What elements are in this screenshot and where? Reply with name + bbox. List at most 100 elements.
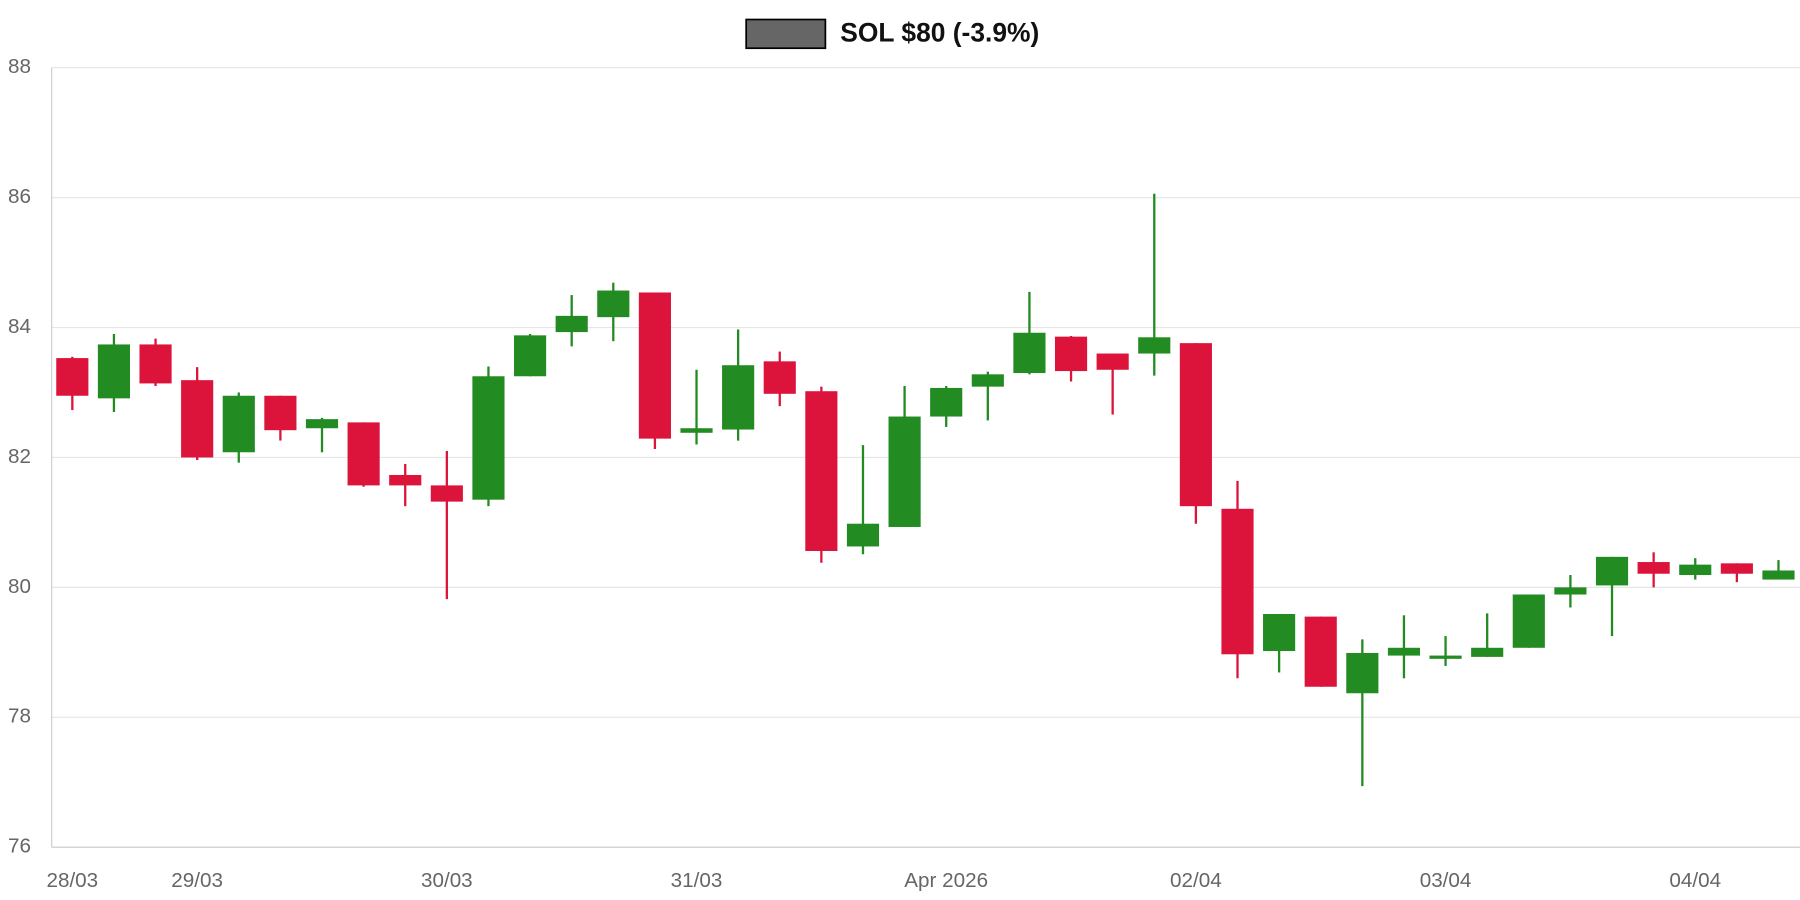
candle: [513, 334, 547, 377]
y-tick-label: 78: [8, 705, 31, 728]
candle-body: [1762, 570, 1795, 580]
candle-body: [846, 523, 880, 547]
candle: [139, 338, 172, 387]
y-tick-label: 80: [8, 575, 31, 598]
candle: [1554, 575, 1587, 608]
candle: [597, 282, 630, 342]
candle: [555, 295, 588, 347]
candle-body: [430, 485, 463, 502]
candle-body: [1512, 594, 1545, 648]
candle: [1054, 335, 1088, 382]
candle: [680, 369, 713, 445]
candle: [971, 371, 1004, 421]
candle-body: [722, 365, 755, 430]
candle: [222, 392, 255, 463]
candle-body: [930, 387, 963, 417]
candle-body: [1720, 563, 1753, 574]
candle-body: [389, 474, 422, 486]
candle-body: [971, 374, 1004, 387]
candle-body: [1554, 587, 1587, 595]
candle-body: [97, 344, 131, 399]
x-tick-label: 28/03: [46, 869, 98, 892]
candle: [1679, 558, 1712, 580]
candle-body: [1346, 652, 1379, 694]
candle-body: [56, 358, 89, 396]
candle: [1179, 343, 1212, 524]
candle-body: [1138, 337, 1171, 354]
candle-body: [1429, 655, 1462, 659]
candle: [472, 366, 505, 507]
candle: [930, 386, 963, 427]
candle-body: [1471, 647, 1504, 657]
candle-body: [805, 391, 838, 551]
x-tick-label: Apr 2026: [904, 869, 988, 892]
candle: [1221, 480, 1254, 679]
candle: [1263, 614, 1296, 673]
x-tick-label: 02/04: [1170, 869, 1222, 892]
x-tick-label: 30/03: [421, 869, 473, 892]
candle: [181, 367, 214, 461]
candle-body: [1387, 647, 1421, 656]
candle: [430, 450, 463, 600]
candle: [1512, 594, 1545, 648]
y-tick-label: 76: [8, 835, 31, 858]
candle-body: [347, 422, 380, 486]
y-tick-label: 88: [8, 55, 31, 78]
candle: [1720, 563, 1753, 583]
candle-body: [1054, 336, 1088, 372]
candle-body: [763, 361, 796, 394]
candle-body: [1221, 508, 1254, 655]
candle: [1429, 636, 1462, 666]
candle: [805, 386, 838, 563]
candle-body: [305, 419, 339, 429]
candle: [888, 386, 921, 527]
candle-body: [555, 315, 588, 333]
candle-body: [1013, 332, 1046, 374]
candle-body: [513, 335, 547, 377]
y-tick-label: 82: [8, 445, 31, 468]
candle: [97, 334, 131, 412]
x-tick-label: 31/03: [671, 869, 723, 892]
legend-swatch: [745, 18, 827, 50]
candle: [1595, 556, 1629, 637]
candle-body: [1179, 343, 1212, 507]
candle: [305, 417, 339, 453]
candle: [1013, 291, 1046, 375]
candle: [1637, 552, 1670, 588]
candle-body: [472, 376, 505, 500]
candle: [1346, 639, 1379, 787]
candle: [1304, 616, 1337, 687]
candle-body: [888, 416, 921, 527]
candle-body: [181, 380, 214, 458]
candle: [56, 356, 89, 411]
candle-body: [1595, 556, 1629, 586]
candle-body: [1637, 562, 1670, 574]
candle: [1138, 193, 1171, 376]
candle: [347, 422, 380, 487]
candle-body: [1679, 564, 1712, 576]
candle-body: [597, 290, 630, 318]
candle: [1471, 613, 1504, 657]
candle-body: [139, 344, 172, 384]
candle: [389, 463, 422, 507]
candle-body: [638, 292, 671, 439]
legend-label: SOL $80 (-3.9%): [840, 17, 1039, 47]
x-tick-label: 29/03: [171, 869, 223, 892]
candle: [1762, 560, 1795, 580]
candle-body: [222, 395, 255, 453]
candle-body: [1096, 353, 1129, 370]
candle: [763, 351, 796, 407]
candle: [1096, 353, 1129, 415]
candle: [638, 292, 671, 450]
candle-body: [680, 428, 713, 433]
candle: [264, 395, 297, 441]
x-tick-label: 04/04: [1669, 869, 1721, 892]
x-tick-label: 03/04: [1420, 869, 1472, 892]
candle: [846, 445, 880, 555]
candle-body: [264, 395, 297, 431]
candle-body: [1263, 614, 1296, 652]
candle-body: [1304, 616, 1337, 687]
candle: [1387, 615, 1421, 679]
